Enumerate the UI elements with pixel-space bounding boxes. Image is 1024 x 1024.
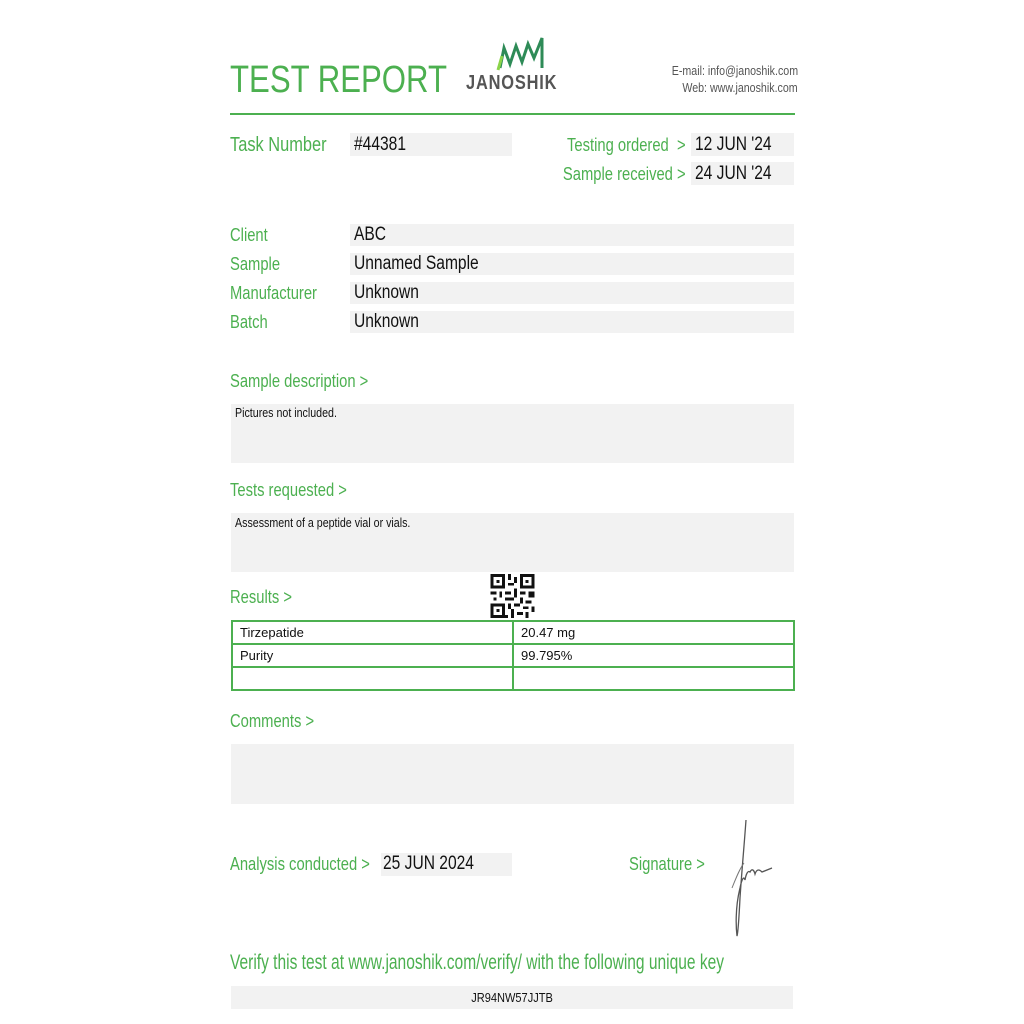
- analysis-date-field: [381, 853, 512, 876]
- sample-field: [350, 253, 794, 275]
- manufacturer-field: [350, 282, 794, 304]
- report-title: TEST REPORT: [230, 58, 495, 102]
- table-row: Tirzepatide 20.47 mg: [231, 620, 795, 645]
- client-value: ABC: [354, 224, 387, 245]
- sample-description-box: [231, 404, 794, 463]
- comments-box: [231, 744, 794, 804]
- contact-info: E-mail: info@janoshik.com Web: www.janos…: [644, 62, 798, 96]
- task-number-field: [350, 133, 512, 156]
- batch-field: [350, 311, 794, 333]
- analyte-cell: [231, 666, 514, 691]
- verify-key-value: JR94NW57JJTB: [471, 990, 553, 1005]
- janoshik-logo: JANOSHIK: [466, 36, 566, 96]
- logo-text: JANOSHIK: [466, 72, 558, 94]
- client-field: [350, 224, 794, 246]
- email-link[interactable]: info@janoshik.com: [707, 63, 798, 78]
- results-table: Tirzepatide 20.47 mg Purity 99.795%: [231, 620, 795, 691]
- logo-mark-icon: [496, 37, 544, 71]
- signature-image: [731, 819, 773, 937]
- sample-value: Unnamed Sample: [354, 253, 479, 274]
- tests-requested-box: [231, 513, 794, 572]
- report-title-text: TEST REPORT: [230, 59, 448, 101]
- analysis-date-value: 25 JUN 2024: [383, 853, 474, 874]
- result-cell: 99.795%: [512, 643, 795, 668]
- web-link[interactable]: www.janoshik.com: [710, 80, 798, 95]
- task-number-value: #44381: [354, 134, 406, 155]
- manufacturer-value: Unknown: [354, 282, 419, 303]
- sample-received-value: 24 JUN '24: [695, 163, 772, 184]
- manufacturer-label: Manufacturer: [230, 283, 317, 303]
- sample-description-text: Pictures not included.: [235, 405, 337, 420]
- sample-label: Sample: [230, 254, 281, 274]
- batch-value: Unknown: [354, 311, 419, 332]
- analyte-cell: Purity: [231, 643, 514, 668]
- testing-ordered-label: Testing ordered >: [567, 135, 686, 155]
- testing-ordered-value: 12 JUN '24: [695, 134, 772, 155]
- email-label: E-mail:: [671, 63, 705, 78]
- verify-text: Verify this test at www.janoshik.com/ver…: [230, 951, 725, 974]
- results-label: Results >: [230, 587, 292, 607]
- client-label: Client: [230, 225, 268, 245]
- web-label: Web:: [682, 80, 708, 95]
- verify-key-field[interactable]: JR94NW57JJTB: [231, 986, 793, 1009]
- analyte-cell: Tirzepatide: [231, 620, 514, 645]
- qr-code-icon[interactable]: [490, 574, 535, 618]
- tests-requested-text: Assessment of a peptide vial or vials.: [235, 515, 411, 530]
- testing-ordered-field: [691, 133, 794, 156]
- result-cell: [512, 666, 795, 691]
- task-number-label: Task Number: [230, 134, 327, 156]
- analysis-conducted-label: Analysis conducted >: [230, 854, 370, 874]
- batch-label: Batch: [230, 312, 268, 332]
- sample-received-field: [691, 162, 794, 185]
- tests-requested-label: Tests requested >: [230, 480, 347, 500]
- table-row: [231, 666, 795, 691]
- header-divider: [230, 113, 795, 115]
- signature-label: Signature >: [629, 854, 705, 874]
- table-row: Purity 99.795%: [231, 643, 795, 668]
- comments-label: Comments >: [230, 711, 315, 731]
- sample-received-label: Sample received >: [563, 164, 686, 184]
- result-cell: 20.47 mg: [512, 620, 795, 645]
- sample-description-label: Sample description >: [230, 371, 369, 391]
